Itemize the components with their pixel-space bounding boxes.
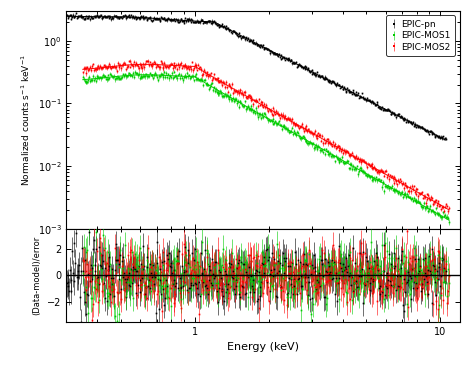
X-axis label: Energy (keV): Energy (keV) bbox=[227, 343, 299, 352]
Y-axis label: Normalized counts s$^{-1}$ keV$^{-1}$: Normalized counts s$^{-1}$ keV$^{-1}$ bbox=[19, 54, 32, 186]
Legend: EPIC-pn, EPIC-MOS1, EPIC-MOS2: EPIC-pn, EPIC-MOS1, EPIC-MOS2 bbox=[386, 15, 455, 56]
Y-axis label: (Data-model)/error: (Data-model)/error bbox=[33, 236, 42, 315]
